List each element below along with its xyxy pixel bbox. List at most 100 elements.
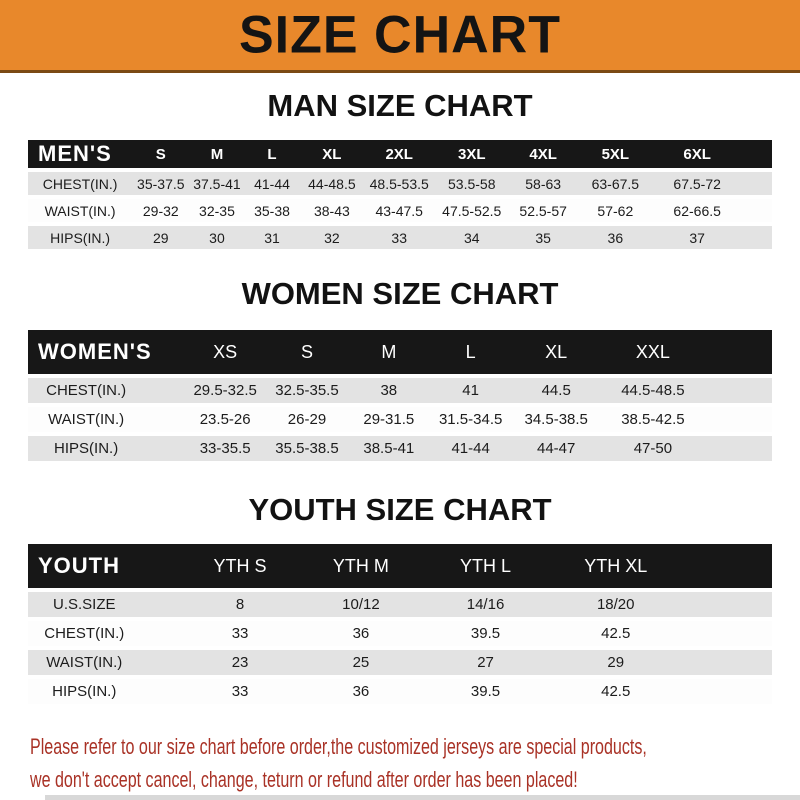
size-value: 29-31.5 (363, 411, 415, 428)
size-value: 53.5-58 (448, 175, 496, 192)
size-column-header: 6XL (653, 140, 741, 168)
group-label: WOMEN'S (28, 330, 185, 374)
size-value: 44-48.5 (308, 175, 356, 192)
row-filler (741, 226, 772, 249)
group-label: MEN'S (28, 140, 133, 168)
header-filler (704, 330, 772, 374)
measurement-row: U.S.SIZE 8 10/12 14/16 18/20 (28, 592, 772, 617)
disclaimer-line-1: Please refer to our size chart before or… (30, 734, 647, 759)
size-value: 35 (535, 229, 551, 246)
header-filler (740, 140, 772, 168)
size-value: 35.5-38.5 (275, 440, 339, 457)
size-value: 47-50 (633, 440, 673, 457)
size-column-header: YTH S (180, 544, 300, 588)
men-section-heading: MAN SIZE CHART (267, 88, 533, 123)
size-column-header: S (266, 330, 348, 374)
size-value: 38.5-42.5 (621, 411, 685, 428)
size-value: 18/20 (596, 596, 635, 613)
size-value: 32 (324, 229, 340, 246)
size-value: 42.5 (601, 625, 631, 642)
measurement-row: WAIST(IN.) 23 25 27 29 (28, 650, 772, 675)
size-value: 35-38 (254, 202, 290, 219)
size-value: 33 (391, 229, 407, 246)
size-value: 52.5-57 (519, 202, 567, 219)
row-filler (705, 436, 772, 461)
size-column-header: XXL (600, 330, 705, 374)
size-value: 63-67.5 (591, 175, 640, 192)
table-header-row: MEN'S S M L XL 2XL 3XL 4XL 5XL 6XL (28, 140, 772, 168)
size-column-header: 3XL (434, 140, 510, 168)
size-value: 43-47.5 (375, 202, 423, 219)
row-label: U.S.SIZE (53, 596, 116, 613)
row-filler (741, 199, 772, 222)
size-chart-banner: SIZE CHART (0, 0, 800, 73)
size-column-header: M (189, 140, 245, 168)
row-label: CHEST(IN.) (42, 175, 118, 192)
youth-size-table: YOUTH YTH S YTH M YTH L YTH XL U.S.SIZE 8 10/12… (28, 540, 772, 708)
row-filler (683, 650, 772, 675)
size-column-header: S (132, 140, 190, 168)
size-value: 36 (352, 683, 370, 700)
size-value: 47.5-52.5 (442, 202, 502, 219)
size-value: 27 (477, 654, 494, 671)
size-value: 41-44 (254, 175, 290, 192)
banner-title: SIZE CHART (239, 5, 561, 65)
size-column-header: 4XL (509, 140, 578, 168)
size-value: 41-44 (451, 440, 490, 457)
size-column-header: L (429, 330, 512, 374)
measurement-row: WAIST(IN.) 23.5-26 26-29 29-31.5 31.5-34.5 34… (28, 407, 772, 432)
size-value: 34.5-38.5 (524, 411, 588, 428)
size-column-header: YTH L (422, 544, 549, 588)
size-value: 29.5-32.5 (193, 382, 257, 399)
row-label: CHEST(IN.) (46, 382, 127, 399)
row-label: CHEST(IN.) (44, 625, 125, 642)
size-column-header: XL (299, 140, 365, 168)
row-label: WAIST(IN.) (44, 202, 116, 219)
size-value: 25 (352, 654, 370, 671)
size-value: 8 (235, 596, 245, 613)
size-value: 29 (607, 654, 625, 671)
size-value: 26-29 (287, 411, 327, 428)
row-filler (705, 407, 772, 432)
size-value: 23 (231, 654, 249, 671)
group-label: YOUTH (28, 544, 181, 588)
size-value: 57-62 (597, 202, 634, 219)
size-value: 33 (231, 625, 249, 642)
women-section-heading: WOMEN SIZE CHART (241, 276, 559, 311)
women-section: WOMEN SIZE CHART WOMEN'S XS S M L XL XXL CHEST(… (0, 275, 800, 465)
size-value: 38.5-41 (363, 440, 415, 457)
size-value: 34 (463, 229, 480, 246)
youth-section: YOUTH SIZE CHART YOUTH YTH S YTH M YTH L YTH… (0, 491, 800, 708)
size-value: 67.5-72 (673, 175, 721, 192)
size-value: 38 (380, 382, 398, 399)
size-value: 32.5-35.5 (275, 382, 339, 399)
measurement-row: CHEST(IN.) 33 36 39.5 42.5 (28, 621, 772, 646)
size-value: 44.5 (541, 382, 571, 399)
measurement-row: WAIST(IN.) 29-32 32-35 35-38 38-43 43-47.5 47.… (28, 199, 772, 222)
women-size-table: WOMEN'S XS S M L XL XXL CHEST(IN.) 29.5-32.5 32.5… (28, 326, 772, 465)
size-value: 35-37.5 (137, 175, 185, 192)
row-label: HIPS(IN.) (50, 229, 111, 246)
row-label: HIPS(IN.) (52, 683, 117, 700)
measurement-row: HIPS(IN.) 33 36 39.5 42.5 (28, 679, 772, 704)
size-value: 33 (231, 683, 249, 700)
measurement-row: CHEST(IN.) 35-37.5 37.5-41 41-44 44-48.5 48.5… (28, 172, 772, 195)
size-value: 58-63 (525, 175, 562, 192)
table-header-row: YOUTH YTH S YTH M YTH L YTH XL (28, 544, 772, 588)
size-column-header: L (244, 140, 300, 168)
measurement-row: CHEST(IN.) 29.5-32.5 32.5-35.5 38 41 44.5 44.5… (28, 378, 772, 403)
row-label: HIPS(IN.) (54, 440, 119, 457)
size-value: 39.5 (470, 683, 501, 700)
size-column-header: YTH M (299, 544, 423, 588)
size-column-header: M (347, 330, 430, 374)
row-filler (741, 172, 772, 195)
row-label: WAIST(IN.) (46, 654, 123, 671)
size-value: 48.5-53.5 (369, 175, 429, 192)
size-column-header: XS (184, 330, 267, 374)
row-filler (683, 679, 772, 704)
size-value: 36 (352, 625, 370, 642)
size-value: 39.5 (470, 625, 501, 642)
size-value: 29-32 (142, 202, 179, 219)
size-column-header: 2XL (364, 140, 435, 168)
row-filler (683, 621, 772, 646)
